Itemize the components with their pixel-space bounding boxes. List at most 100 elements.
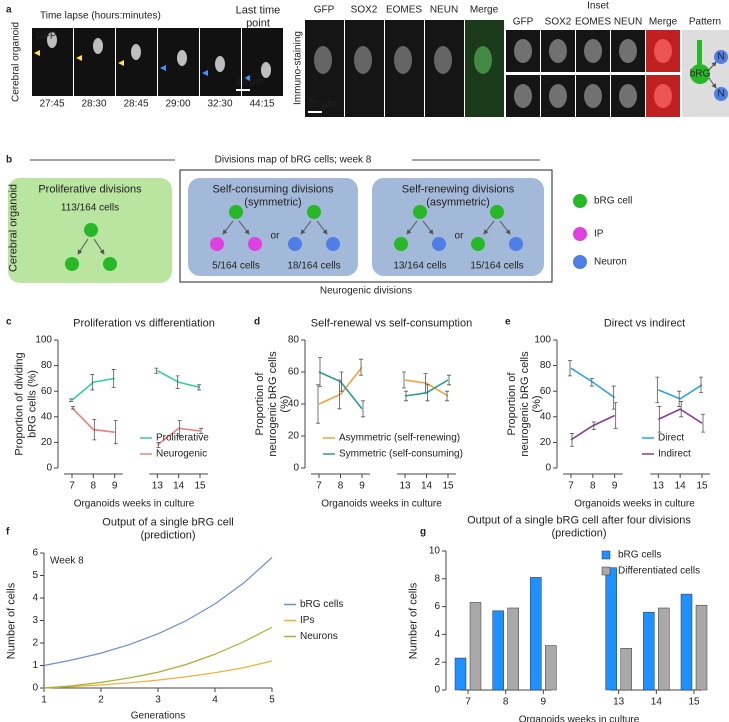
y-tick-label: 4 — [434, 629, 440, 640]
cell — [514, 39, 532, 63]
error-bar — [177, 420, 182, 437]
box-title: Self-renewing divisions (asymmetric) — [401, 183, 515, 208]
error-bar — [657, 406, 662, 433]
cell — [47, 32, 57, 48]
error-bar — [175, 375, 180, 390]
y-tick-label: 20 — [41, 437, 53, 448]
cell — [584, 39, 602, 63]
error-bar — [679, 401, 684, 418]
cell-node — [307, 205, 321, 219]
or-label: or — [455, 231, 465, 242]
node-label: bRG — [690, 69, 711, 80]
y-tick-label: 6 — [32, 548, 38, 559]
cell — [549, 39, 567, 63]
x-tick-label: 14 — [651, 697, 663, 708]
error-bar — [90, 374, 95, 391]
y-tick-label: 0 — [545, 463, 551, 474]
x-tick-label: 15 — [696, 481, 708, 492]
y-tick-label: 8 — [434, 573, 440, 584]
x-tick-label: 4 — [212, 695, 218, 706]
x-axis-label: Organoids weeks in culture — [574, 499, 695, 510]
error-bar — [361, 400, 365, 418]
panel-label: c — [6, 317, 12, 328]
error-bar — [339, 371, 344, 392]
error-bar — [613, 402, 618, 429]
chart-title: Proliferation vs differentiation — [73, 317, 215, 330]
x-tick-label: 15 — [194, 481, 206, 492]
division-box — [372, 178, 544, 276]
bar — [530, 577, 542, 691]
legend-label: bRG cell — [594, 196, 632, 207]
channel-label: Merge — [649, 17, 678, 28]
error-bar — [316, 384, 320, 424]
x-tick-label: 13 — [653, 481, 665, 492]
cell — [514, 84, 532, 108]
legend-label: Differentiated cells — [618, 566, 700, 577]
channel-label: EOMES — [575, 17, 611, 28]
bar — [469, 602, 482, 691]
error-bar — [154, 367, 159, 374]
panel-title: Last time point — [235, 4, 281, 29]
cell — [177, 50, 187, 66]
x-tick-label: 9 — [112, 481, 118, 492]
scale-label: 20 µm — [308, 99, 336, 110]
chart-title: Direct vs indirect — [603, 317, 686, 330]
x-tick-label: 3 — [155, 695, 161, 706]
y-tick-label: 0 — [434, 685, 440, 696]
x-tick-label: 14 — [675, 481, 687, 492]
y-tick-label: 3 — [32, 615, 38, 626]
arrowhead — [244, 75, 250, 81]
error-bar — [111, 369, 116, 388]
arrowhead — [202, 70, 208, 76]
legend-label: Proliferative — [156, 433, 209, 444]
y-tick-label: 60 — [288, 367, 300, 378]
x-tick-label: 14 — [173, 481, 185, 492]
y-tick-label: 1 — [32, 660, 38, 671]
error-bar — [447, 374, 451, 386]
chart-title: Self-renewal vs self-consumption — [310, 317, 473, 330]
error-bar — [197, 384, 201, 391]
panel-label: e — [505, 317, 511, 328]
x-tick-label: 8 — [590, 481, 596, 492]
division-box — [188, 178, 358, 276]
cell-node — [471, 237, 485, 251]
series-line — [43, 626, 273, 689]
y-tick-label: 4 — [32, 593, 38, 604]
cell — [474, 46, 492, 74]
neuron-node — [714, 50, 728, 64]
x-tick-label: 7 — [69, 481, 75, 492]
node-label: N — [717, 89, 724, 100]
y-tick-label: 60 — [540, 386, 552, 397]
cell — [93, 38, 103, 54]
error-bar — [701, 413, 705, 433]
cell-node — [84, 223, 98, 237]
side-label: Immuno-staining — [292, 31, 304, 105]
y-axis-label: Proportion of dividing bRG cells (%) — [13, 352, 38, 456]
cell-node — [326, 237, 340, 251]
y-axis-label: Proportion of neurogenic bRG cells (%) — [506, 351, 544, 457]
y-tick-label: 40 — [288, 399, 300, 410]
error-bar — [589, 378, 594, 387]
y-axis-label: Number of cells — [407, 582, 420, 659]
legend-swatch — [601, 550, 611, 560]
bar — [620, 648, 632, 691]
y-tick-label: 0 — [46, 463, 52, 474]
cell — [654, 39, 672, 63]
chart-title: Output of a single bRG cell after four d… — [467, 514, 691, 539]
x-tick-label: 8 — [338, 481, 344, 492]
chart-title: Output of a single bRG cell (prediction) — [102, 516, 234, 541]
error-bar — [69, 398, 73, 402]
bar — [454, 657, 467, 691]
legend-label: bRG cells — [300, 599, 343, 610]
error-bar — [570, 433, 574, 447]
y-tick-label: 2 — [434, 657, 440, 668]
box-title: Self-consuming divisions (symmetric) — [212, 183, 334, 208]
cell-node — [394, 237, 408, 251]
panel-label: d — [254, 317, 260, 328]
neuron-node — [714, 87, 728, 101]
x-tick-label: 15 — [442, 481, 454, 492]
x-tick-label: 8 — [91, 481, 97, 492]
y-tick-label: 10 — [429, 546, 441, 557]
legend-label: bRG cells — [618, 550, 661, 561]
cell-node — [103, 257, 117, 271]
